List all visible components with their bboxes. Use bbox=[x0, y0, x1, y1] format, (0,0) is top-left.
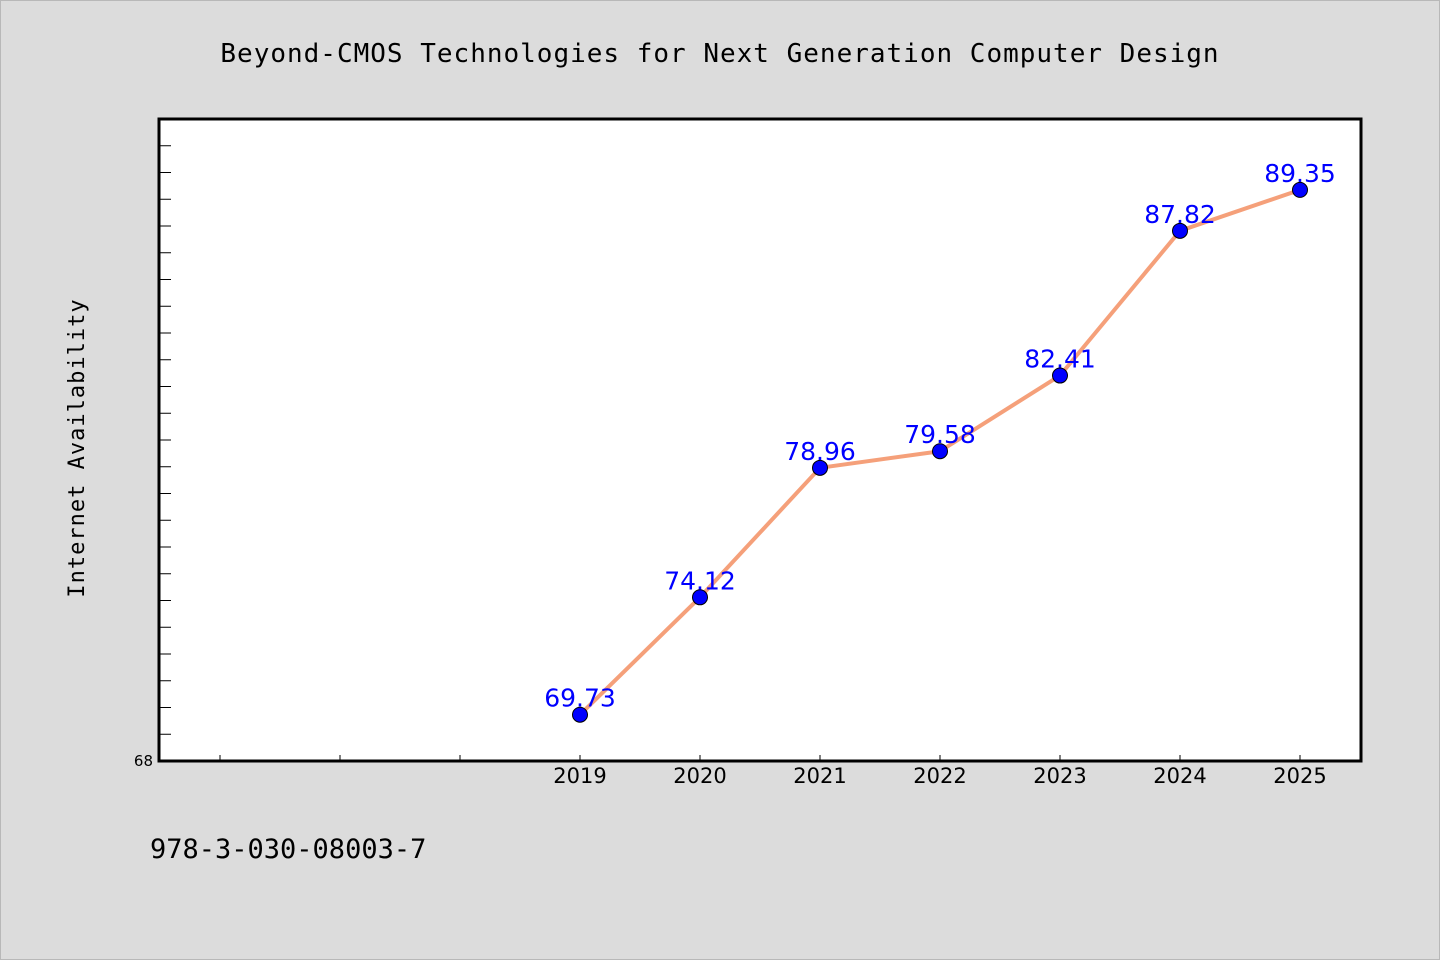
plot-area bbox=[157, 117, 1363, 763]
data-point bbox=[812, 459, 828, 476]
data-label: 79.58 bbox=[904, 420, 976, 449]
chart-title: Beyond-CMOS Technologies for Next Genera… bbox=[220, 39, 1219, 69]
data-point bbox=[1052, 367, 1068, 384]
y-axis-label: Internet Availability bbox=[65, 298, 90, 597]
x-axis-ticks: 2019 2020 2021 2022 2023 2024 2025 bbox=[219, 755, 1327, 788]
data-point bbox=[692, 589, 708, 606]
isbn-caption: 978-3-030-08003-7 bbox=[150, 834, 427, 865]
data-label: 78.96 bbox=[784, 437, 856, 466]
data-label: 74.12 bbox=[664, 566, 736, 595]
series-layer: 69.73 74.12 78.96 79.58 82.41 87.82 89.35 bbox=[544, 159, 1336, 723]
x-tick-label: 2022 bbox=[913, 764, 966, 788]
data-point bbox=[572, 706, 588, 723]
data-label: 69.73 bbox=[544, 684, 616, 713]
data-point bbox=[1172, 222, 1188, 239]
y-tick-label: 68 bbox=[134, 752, 153, 770]
data-point bbox=[1292, 181, 1308, 198]
y-axis-ticks: 68 bbox=[134, 118, 171, 770]
x-tick-label: 2024 bbox=[1153, 764, 1206, 788]
x-tick-label: 2025 bbox=[1273, 764, 1326, 788]
x-tick-label: 2023 bbox=[1033, 764, 1086, 788]
x-tick-label: 2021 bbox=[793, 764, 846, 788]
x-tick-label: 2020 bbox=[673, 764, 726, 788]
data-label: 89.35 bbox=[1264, 159, 1336, 188]
data-label: 82.41 bbox=[1024, 345, 1096, 374]
data-point bbox=[932, 443, 948, 460]
x-tick-label: 2019 bbox=[553, 764, 606, 788]
data-label: 87.82 bbox=[1144, 200, 1216, 229]
